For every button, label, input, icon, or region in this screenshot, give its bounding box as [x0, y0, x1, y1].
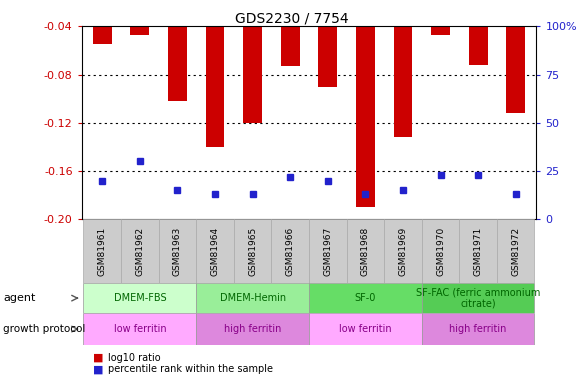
Bar: [196, 313, 309, 345]
Bar: [309, 219, 346, 283]
Text: SF-0: SF-0: [354, 293, 376, 303]
Text: percentile rank within the sample: percentile rank within the sample: [108, 364, 273, 374]
Bar: [422, 283, 535, 313]
Bar: [234, 219, 272, 283]
Bar: [83, 283, 196, 313]
Text: DMEM-Hemin: DMEM-Hemin: [220, 293, 286, 303]
Bar: [93, 26, 112, 44]
Text: growth protocol: growth protocol: [3, 324, 85, 334]
Bar: [506, 26, 525, 113]
Bar: [196, 219, 234, 283]
Bar: [206, 26, 224, 147]
Bar: [159, 219, 196, 283]
Bar: [422, 313, 535, 345]
Bar: [469, 26, 487, 65]
Text: SF-FAC (ferric ammonium
citrate): SF-FAC (ferric ammonium citrate): [416, 287, 540, 309]
Bar: [356, 26, 375, 207]
Bar: [394, 26, 412, 137]
Text: GSM81966: GSM81966: [286, 226, 294, 276]
Text: ■: ■: [93, 364, 104, 374]
Bar: [272, 219, 309, 283]
Text: GSM81963: GSM81963: [173, 226, 182, 276]
Bar: [431, 26, 450, 35]
Bar: [281, 26, 300, 66]
Bar: [83, 219, 121, 283]
Text: GSM81965: GSM81965: [248, 226, 257, 276]
Text: low ferritin: low ferritin: [339, 324, 392, 334]
Text: log10 ratio: log10 ratio: [108, 353, 160, 363]
Text: GSM81962: GSM81962: [135, 226, 145, 276]
Bar: [83, 313, 196, 345]
Text: high ferritin: high ferritin: [449, 324, 507, 334]
Text: GSM81961: GSM81961: [98, 226, 107, 276]
Text: DMEM-FBS: DMEM-FBS: [114, 293, 166, 303]
Text: GSM81968: GSM81968: [361, 226, 370, 276]
Bar: [309, 313, 422, 345]
Bar: [318, 26, 337, 87]
Text: agent: agent: [3, 293, 36, 303]
Bar: [168, 26, 187, 101]
Bar: [131, 26, 149, 35]
Text: GSM81969: GSM81969: [398, 226, 408, 276]
Bar: [422, 219, 459, 283]
Bar: [497, 219, 535, 283]
Text: GSM81964: GSM81964: [210, 226, 220, 276]
Text: GDS2230 / 7754: GDS2230 / 7754: [235, 11, 348, 25]
Text: GSM81970: GSM81970: [436, 226, 445, 276]
Text: ■: ■: [93, 353, 104, 363]
Text: high ferritin: high ferritin: [224, 324, 282, 334]
Bar: [243, 26, 262, 123]
Bar: [309, 283, 422, 313]
Text: GSM81967: GSM81967: [324, 226, 332, 276]
Text: GSM81971: GSM81971: [473, 226, 483, 276]
Text: GSM81972: GSM81972: [511, 226, 520, 276]
Bar: [121, 219, 159, 283]
Text: low ferritin: low ferritin: [114, 324, 166, 334]
Bar: [196, 283, 309, 313]
Bar: [384, 219, 422, 283]
Bar: [459, 219, 497, 283]
Bar: [346, 219, 384, 283]
